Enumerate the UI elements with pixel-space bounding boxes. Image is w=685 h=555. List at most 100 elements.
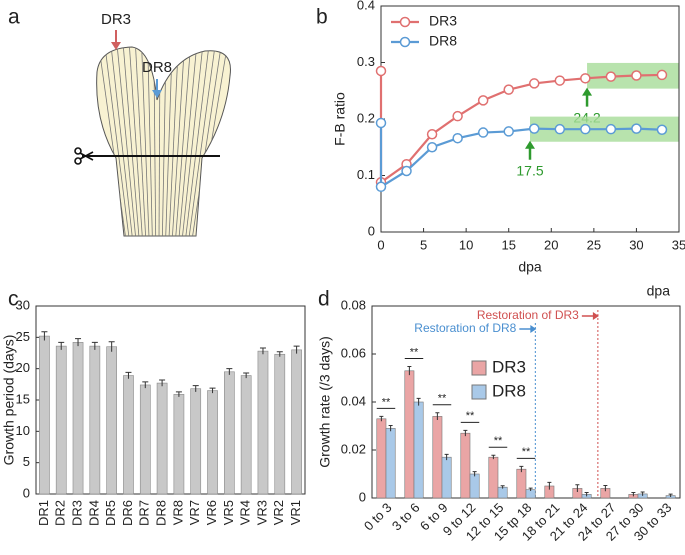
- fin-ray: [168, 47, 179, 236]
- error-bar: [125, 371, 132, 379]
- bar: [413, 401, 424, 499]
- error-bar: [575, 484, 580, 492]
- x-tick-label: 15: [501, 237, 515, 252]
- error-bar: [75, 338, 82, 347]
- error-bar: [668, 493, 673, 498]
- point: [605, 71, 617, 82]
- error-bar: [631, 491, 636, 497]
- legend-swatch: [471, 384, 487, 400]
- y-axis-title: Growth period (days): [1, 335, 17, 466]
- x-tick-label: DR6: [120, 500, 135, 526]
- x-tick-label: VR1: [288, 500, 303, 525]
- x-tick-label: 5: [420, 237, 427, 252]
- bar: [190, 388, 202, 495]
- x-tick-label: VR3: [254, 500, 269, 525]
- x-tick-label: VR6: [204, 500, 219, 525]
- y-axis-title: F-B ratio: [332, 92, 348, 146]
- error-bar: [463, 429, 468, 437]
- error-bar: [226, 368, 233, 375]
- fin-ray: [128, 47, 143, 236]
- fin-ray: [134, 47, 147, 236]
- y-tick-label: 0: [23, 485, 30, 500]
- bar: [156, 382, 168, 495]
- fin-ray: [141, 47, 150, 236]
- x-tick-label: VR4: [238, 500, 253, 525]
- point: [401, 165, 412, 177]
- legend-marker: [399, 36, 411, 48]
- fin-ray: [191, 47, 223, 236]
- fin-ray: [171, 47, 186, 236]
- panel-label: c: [8, 288, 19, 311]
- point: [375, 65, 387, 77]
- x-tick-label: 30: [629, 237, 643, 252]
- error-bar: [276, 351, 283, 357]
- x-tick-label: VR7: [187, 500, 202, 525]
- error-bar: [142, 381, 149, 389]
- bar: [441, 456, 452, 499]
- legend-label: DR3: [492, 357, 526, 376]
- bar: [224, 371, 235, 495]
- x-tick-label: VR5: [221, 500, 236, 525]
- point: [452, 110, 463, 122]
- bar: [72, 342, 84, 495]
- point: [580, 123, 591, 135]
- x-tick-label: 0: [377, 237, 384, 252]
- error-bar: [407, 365, 412, 376]
- label: DR3: [101, 11, 131, 28]
- x-tick-label: 0 to 3: [361, 500, 395, 534]
- error-bar: [175, 391, 182, 397]
- fin-ray: [188, 47, 217, 236]
- panel-label: d: [318, 288, 330, 311]
- y-tick-label: 0.3: [357, 54, 375, 69]
- x-tick-label: DR7: [137, 500, 152, 526]
- bar: [39, 335, 50, 495]
- y-tick-label: 15: [16, 391, 30, 406]
- arrow-head: [152, 90, 162, 98]
- point: [477, 127, 489, 138]
- fin-ray: [147, 47, 153, 236]
- x-tick-label: DR8: [154, 500, 169, 526]
- y-tick-label: 0.04: [341, 393, 366, 408]
- error-bar: [243, 372, 250, 379]
- error-bar: [91, 341, 98, 350]
- point: [554, 75, 566, 86]
- fin-ray: [185, 47, 210, 236]
- point: [529, 123, 540, 134]
- annotation-arrow-head: [525, 140, 535, 149]
- error-bar: [472, 471, 477, 477]
- x-tick-label: VR8: [170, 500, 185, 525]
- error-bar: [293, 345, 300, 354]
- x-tick-label: 10: [459, 237, 473, 252]
- y-tick-label: 0.02: [341, 441, 366, 456]
- point: [554, 123, 566, 135]
- bar: [432, 416, 443, 499]
- error-bar: [547, 481, 552, 490]
- annotation: 17.5: [516, 162, 543, 178]
- scissors-icon: [74, 147, 94, 165]
- error-bar: [379, 415, 384, 422]
- error-bar: [108, 341, 115, 352]
- fin-ray: [122, 47, 140, 236]
- point: [656, 124, 668, 135]
- legend-label: DR8: [429, 33, 457, 49]
- bar: [469, 473, 480, 499]
- bar: [55, 345, 67, 495]
- annotation-arrow-head: [582, 87, 593, 96]
- error-bar: [58, 341, 65, 350]
- bar: [123, 375, 134, 495]
- x-tick-label: 25: [587, 237, 601, 252]
- bar: [240, 375, 252, 495]
- bar: [516, 468, 527, 499]
- panel-a: a DR3 DR8: [8, 6, 231, 237]
- error-bar: [209, 387, 216, 394]
- x-tick-label: VR2: [271, 500, 286, 525]
- panel-label: b: [316, 6, 328, 29]
- bar: [207, 390, 218, 495]
- error-bar: [500, 485, 505, 489]
- bar: [376, 418, 387, 499]
- point: [426, 142, 438, 153]
- point: [503, 126, 514, 137]
- marker-arrow-head: [592, 312, 599, 320]
- fin-ray: [97, 47, 127, 236]
- y-tick-label: 25: [16, 329, 30, 344]
